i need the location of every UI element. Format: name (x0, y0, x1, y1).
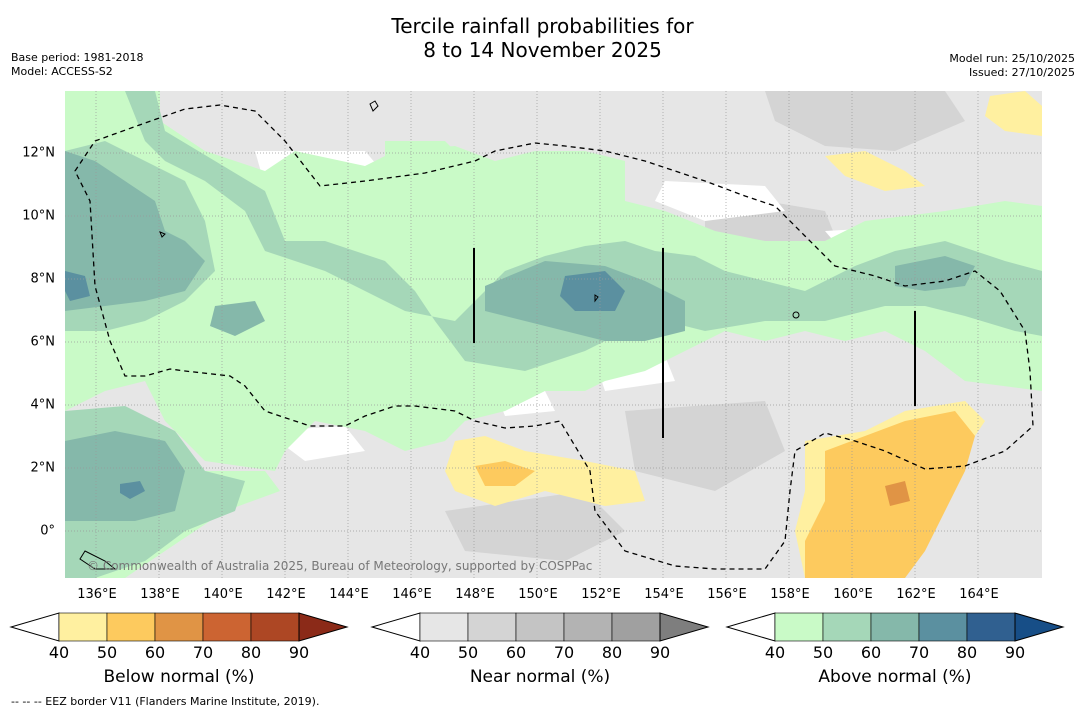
near-swatch (611, 612, 661, 642)
above-arrow-left (725, 612, 776, 642)
above-level: 90 (1004, 643, 1026, 662)
probability-map[interactable]: © Commonwealth of Australia 2025, Bureau… (65, 91, 1042, 578)
y-tick: 2°N (30, 460, 56, 476)
eez-note: -- -- -- EEZ border V11 (Flanders Marine… (11, 695, 320, 708)
gridlines (65, 91, 1042, 578)
near-level: 80 (601, 643, 623, 662)
y-tick: 0° (40, 523, 55, 539)
x-tick: 142°E (266, 587, 306, 602)
near-swatch (467, 612, 517, 642)
above-normal-60 (65, 151, 205, 311)
near-swatch (515, 612, 565, 642)
y-tick: 8°N (30, 271, 56, 287)
x-tick: 138°E (140, 587, 180, 602)
meta-left: Base period: 1981-2018 Model: ACCESS-S2 (11, 51, 143, 79)
y-tick: 4°N (30, 397, 56, 413)
x-tick: 146°E (392, 587, 432, 602)
colorbar-below (9, 612, 349, 642)
below-normal-40d (825, 151, 925, 191)
x-tick: 136°E (77, 587, 117, 602)
near-level: 40 (409, 643, 431, 662)
above-normal-40c (385, 141, 465, 171)
near-level: 90 (649, 643, 671, 662)
below-level: 40 (48, 643, 70, 662)
above-arrow-right (1014, 612, 1065, 642)
x-tick: 150°E (518, 587, 558, 602)
near-arrow-right (659, 612, 710, 642)
meta-right: Model run: 25/10/2025 Issued: 27/10/2025 (949, 52, 1075, 80)
colorbars (9, 612, 1065, 642)
x-tick: 162°E (896, 587, 936, 602)
y-tick: 6°N (30, 334, 56, 350)
above-normal-label: Above normal (%) (818, 667, 972, 687)
above-normal-70 (560, 271, 625, 311)
colorbar-near (370, 612, 710, 642)
model-run: Model run: 25/10/2025 (949, 52, 1075, 65)
below-normal-40 (445, 436, 645, 506)
near-level: 70 (553, 643, 575, 662)
above-normal-60e (210, 301, 265, 336)
eez-border (74, 104, 1034, 570)
below-normal-60 (885, 481, 910, 506)
above-normal-60d (895, 256, 975, 291)
above-level: 80 (956, 643, 978, 662)
x-tick: 154°E (644, 587, 684, 602)
below-level: 50 (96, 643, 118, 662)
below-arrow-right (298, 612, 349, 642)
above-swatch (918, 612, 968, 642)
below-swatch (250, 612, 300, 642)
above-swatch (966, 612, 1016, 642)
x-tick: 164°E (959, 587, 999, 602)
above-normal-70b (65, 271, 90, 301)
below-level: 70 (192, 643, 214, 662)
x-tick: 140°E (203, 587, 243, 602)
x-tick: 156°E (707, 587, 747, 602)
title-line-2: 8 to 14 November 2025 (423, 38, 662, 62)
below-normal-50 (475, 461, 535, 486)
near-swatch (563, 612, 613, 642)
above-swatch (774, 612, 824, 642)
below-swatch (58, 612, 108, 642)
base-period: Base period: 1981-2018 (11, 51, 144, 64)
model-name: Model: ACCESS-S2 (11, 65, 113, 78)
x-tick: 148°E (455, 587, 495, 602)
below-level: 90 (288, 643, 310, 662)
boundary-lines (473, 248, 916, 438)
y-tick: 12°N (22, 145, 55, 161)
islands (79, 100, 800, 570)
near-normal-label: Near normal (%) (469, 667, 611, 687)
below-level: 60 (144, 643, 166, 662)
near-arrow-left (370, 612, 421, 642)
above-swatch (822, 612, 872, 642)
below-normal-40c (985, 91, 1042, 136)
below-arrow-left (9, 612, 60, 642)
below-normal-label: Below normal (%) (103, 667, 255, 687)
issued-date: Issued: 27/10/2025 (968, 66, 1075, 79)
x-tick: 158°E (770, 587, 810, 602)
x-tick: 160°E (833, 587, 873, 602)
below-swatch (154, 612, 204, 642)
copyright-text: © Commonwealth of Australia 2025, Bureau… (87, 559, 592, 573)
above-normal-50 (65, 91, 1042, 371)
below-swatch (202, 612, 252, 642)
x-tick: 144°E (329, 587, 369, 602)
x-tick: 152°E (581, 587, 621, 602)
above-normal-70c (120, 481, 145, 499)
near-level: 60 (505, 643, 527, 662)
near-swatch (419, 612, 469, 642)
colorbar-above (725, 612, 1065, 642)
below-swatch (106, 612, 156, 642)
above-level: 70 (908, 643, 930, 662)
title-line-1: Tercile rainfall probabilities for (391, 14, 694, 38)
above-level: 50 (812, 643, 834, 662)
below-level: 80 (240, 643, 262, 662)
above-level: 40 (764, 643, 786, 662)
map-title: Tercile rainfall probabilities for 8 to … (0, 14, 1085, 62)
above-level: 60 (860, 643, 882, 662)
near-level: 50 (457, 643, 479, 662)
above-swatch (870, 612, 920, 642)
y-tick: 10°N (22, 208, 55, 224)
above-normal-60b (65, 431, 185, 521)
